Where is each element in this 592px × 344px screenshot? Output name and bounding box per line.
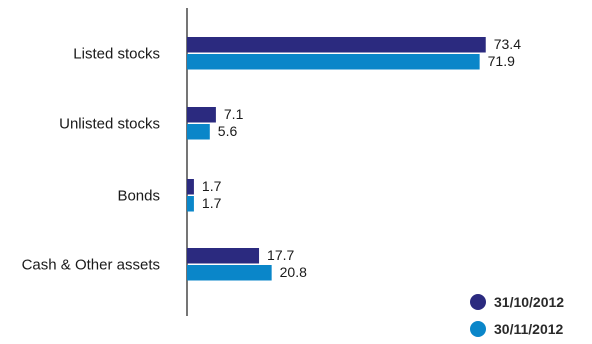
category-label-listed-stocks: Listed stocks <box>73 45 160 62</box>
legend: 31/10/2012 30/11/2012 <box>470 294 564 337</box>
category-label-cash-and-other-assets: Cash & Other assets <box>22 256 160 273</box>
value-label-listed-stocks-series-2: 71.9 <box>488 53 515 69</box>
bar-unlisted-stocks-series-1 <box>187 107 216 123</box>
value-label-listed-stocks-series-1: 73.4 <box>494 36 521 52</box>
value-label-bonds-series-1: 1.7 <box>202 178 222 194</box>
legend-label-series-2: 30/11/2012 <box>494 321 564 337</box>
bar-cash-and-other-assets-series-2 <box>187 265 272 281</box>
bar-cash-and-other-assets-series-1 <box>187 248 260 264</box>
legend-marker-series-2 <box>470 321 486 337</box>
category-label-bonds: Bonds <box>117 187 160 204</box>
category-label-unlisted-stocks: Unlisted stocks <box>59 115 160 132</box>
bar-bonds-series-1 <box>187 179 194 195</box>
value-label-cash-and-other-assets-series-2: 20.8 <box>280 264 307 280</box>
legend-label-series-1: 31/10/2012 <box>494 294 564 310</box>
bar-bonds-series-2 <box>187 196 194 212</box>
bar-listed-stocks-series-1 <box>187 37 486 53</box>
value-label-unlisted-stocks-series-1: 7.1 <box>224 106 244 122</box>
legend-marker-series-1 <box>470 294 486 310</box>
bar-listed-stocks-series-2 <box>187 54 480 70</box>
bar-unlisted-stocks-series-2 <box>187 124 210 140</box>
value-label-bonds-series-2: 1.7 <box>202 195 222 211</box>
value-label-cash-and-other-assets-series-1: 17.7 <box>267 247 294 263</box>
value-label-unlisted-stocks-series-2: 5.6 <box>218 123 238 139</box>
